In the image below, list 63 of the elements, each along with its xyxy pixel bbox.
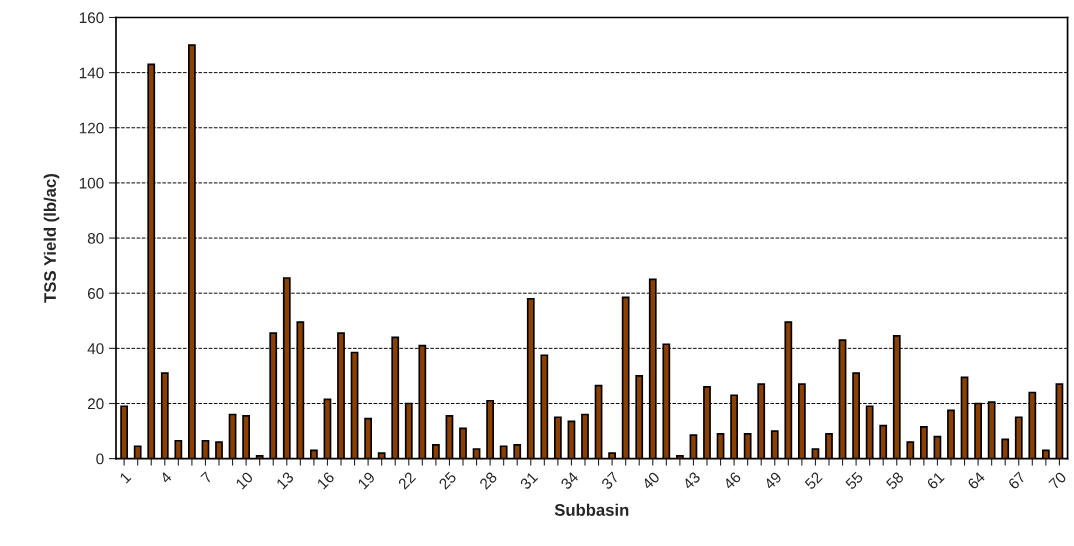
x-tick-label: 4	[159, 471, 173, 485]
y-tick-label: 60	[87, 288, 104, 299]
x-tick-label: 31	[519, 471, 539, 490]
bar	[825, 432, 833, 459]
x-tick-label: 34	[560, 471, 580, 490]
y-tick-label: 0	[96, 453, 104, 465]
y-tick-label: 80	[87, 232, 104, 244]
x-tick-label: 10	[235, 471, 254, 490]
y-tick-label: 120	[79, 122, 104, 134]
bar	[770, 430, 779, 459]
bar	[310, 449, 318, 459]
bar	[377, 452, 386, 459]
y-tick-label: 140	[79, 67, 104, 79]
y-tick-label: 160	[79, 12, 104, 24]
bar	[133, 445, 142, 459]
bar	[554, 416, 562, 459]
x-tick-label: 22	[397, 471, 417, 490]
bar	[255, 455, 264, 459]
x-tick-label: 19	[357, 471, 376, 490]
bar	[215, 441, 223, 459]
x-tick-label: 40	[641, 471, 661, 491]
bar	[675, 455, 684, 459]
bar	[947, 409, 955, 459]
x-tick-label: 25	[438, 471, 457, 490]
x-tick-label: 64	[966, 471, 986, 490]
bar	[581, 413, 589, 459]
bar	[174, 439, 183, 459]
x-tick-label: 28	[478, 471, 498, 490]
bar	[445, 415, 454, 459]
bar	[919, 426, 928, 459]
x-tick-label: 55	[844, 471, 864, 490]
bar	[499, 445, 508, 459]
bar	[906, 441, 915, 459]
x-tick-label: 58	[885, 471, 905, 490]
bar	[689, 434, 698, 459]
x-tick-label: 7	[200, 471, 213, 484]
bar	[459, 427, 467, 459]
y-tick-label: 20	[87, 398, 104, 410]
x-tick-label: 37	[600, 471, 620, 490]
bar	[1001, 438, 1010, 459]
bar	[1041, 449, 1050, 459]
x-tick-label: 49	[763, 471, 783, 491]
x-tick-label: 13	[275, 471, 295, 490]
y-tick-label: 100	[79, 177, 104, 189]
x-tick-label: 70	[1048, 471, 1067, 490]
y-axis-title: TSS Yield (lb/ac)	[43, 174, 60, 303]
x-tick-label: 1	[119, 471, 132, 484]
bar	[879, 424, 888, 459]
x-tick-label: 67	[1007, 471, 1027, 490]
x-tick-label: 52	[804, 471, 823, 490]
bar	[432, 444, 440, 459]
x-tick-label: 16	[316, 471, 335, 490]
bar	[608, 452, 616, 459]
bar	[1014, 416, 1023, 459]
x-tick-label: 46	[722, 471, 742, 491]
bar	[513, 444, 522, 459]
x-tick-label: 61	[926, 471, 945, 490]
x-tick-label: 43	[681, 471, 701, 491]
y-tick-label: 40	[87, 343, 104, 355]
bar	[364, 417, 373, 459]
bar	[242, 415, 251, 459]
bar	[743, 432, 752, 459]
x-axis-title: Subbasin	[554, 503, 629, 516]
